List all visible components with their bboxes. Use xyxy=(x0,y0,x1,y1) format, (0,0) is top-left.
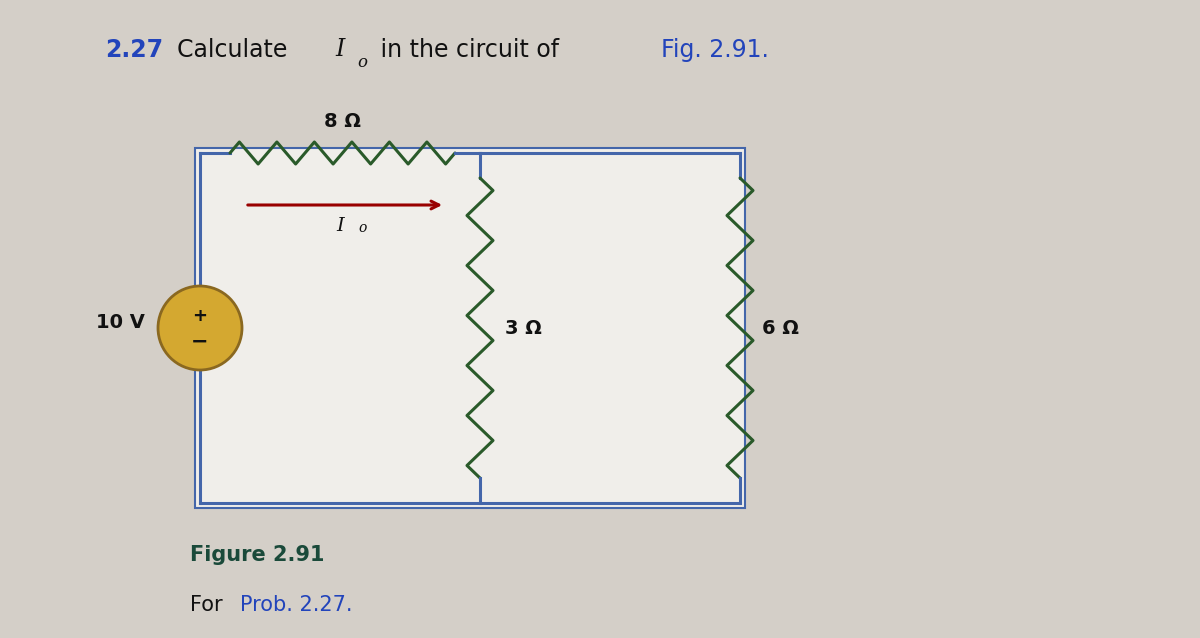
Text: o: o xyxy=(358,221,366,235)
Text: +: + xyxy=(192,307,208,325)
Text: 6 Ω: 6 Ω xyxy=(762,318,799,338)
Text: 10 V: 10 V xyxy=(96,313,145,332)
Text: o: o xyxy=(358,54,367,71)
Text: 2.27: 2.27 xyxy=(106,38,163,62)
Text: Figure 2.91: Figure 2.91 xyxy=(190,545,324,565)
Text: 3 Ω: 3 Ω xyxy=(505,318,541,338)
Text: −: − xyxy=(191,332,209,352)
Text: 8 Ω: 8 Ω xyxy=(324,112,361,131)
Text: in the circuit of: in the circuit of xyxy=(373,38,566,62)
Text: I: I xyxy=(336,217,344,235)
Text: Calculate: Calculate xyxy=(178,38,295,62)
Circle shape xyxy=(158,286,242,370)
Text: I: I xyxy=(335,38,344,61)
Text: For: For xyxy=(190,595,229,615)
Bar xyxy=(194,148,745,508)
Text: Prob. 2.27.: Prob. 2.27. xyxy=(240,595,353,615)
Text: Fig. 2.91.: Fig. 2.91. xyxy=(661,38,769,62)
